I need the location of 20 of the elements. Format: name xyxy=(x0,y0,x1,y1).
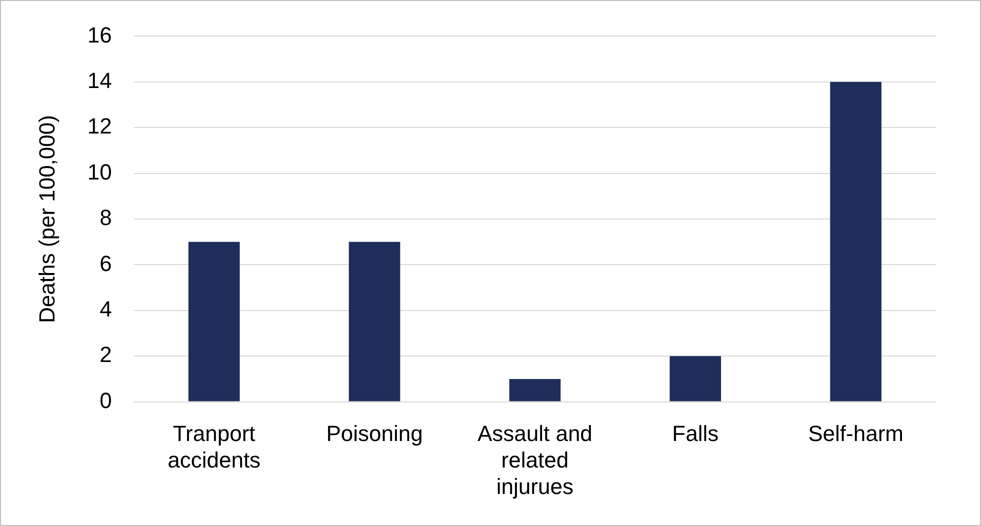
y-tick-label: 4 xyxy=(100,296,112,322)
y-tick-label: 6 xyxy=(100,250,112,276)
bar xyxy=(509,378,561,402)
y-tick-label: 8 xyxy=(100,205,112,230)
x-tick-label: Assault and related injurues xyxy=(477,421,592,499)
y-tick-label: 0 xyxy=(100,388,112,413)
x-tick-label: Poisoning xyxy=(326,421,423,446)
x-tick-label: Tranport accidents xyxy=(168,421,261,472)
y-tick-label: 14 xyxy=(87,68,112,93)
y-tick-label: 12 xyxy=(87,114,112,139)
bar xyxy=(830,82,882,402)
y-tick-label: 16 xyxy=(87,22,112,48)
x-tick-label: Self-harm xyxy=(808,421,904,446)
y-axis-title: Deaths (per 100,000) xyxy=(34,115,60,323)
bar xyxy=(188,242,240,402)
bar xyxy=(670,356,722,402)
bar xyxy=(348,242,400,402)
y-tick-label: 2 xyxy=(100,342,112,368)
x-tick-label: Falls xyxy=(672,421,719,446)
y-tick-label: 10 xyxy=(87,159,112,184)
